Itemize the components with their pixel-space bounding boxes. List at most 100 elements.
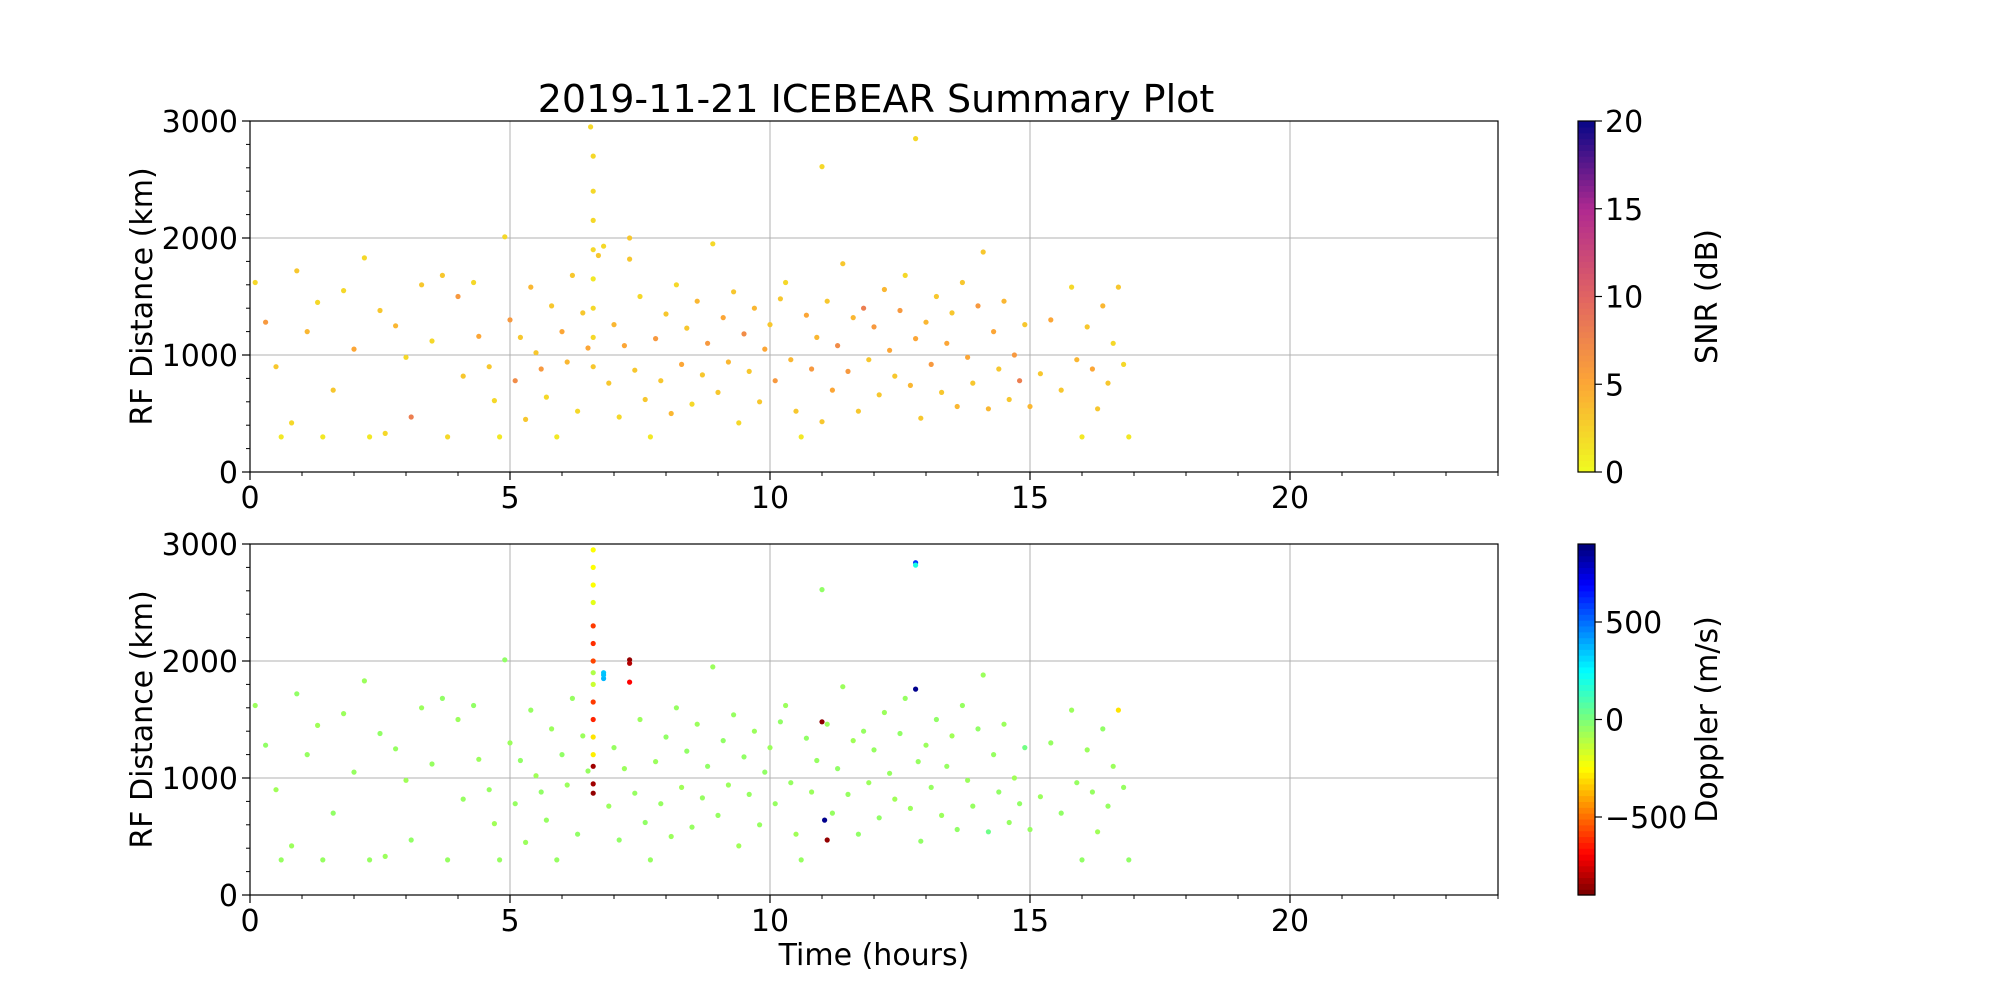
colorbar-segment xyxy=(1578,608,1595,615)
data-point xyxy=(543,817,550,823)
data-point xyxy=(590,582,596,588)
data-point xyxy=(996,789,1002,795)
colorbar-segment xyxy=(1578,249,1595,257)
data-point xyxy=(476,333,482,339)
doppler-colorbar: −500 0 500 Doppler (m/s) xyxy=(1577,543,1725,896)
colorbar-segment xyxy=(1578,202,1595,210)
colorbar-segment xyxy=(1578,789,1595,797)
data-point xyxy=(601,243,607,249)
data-point xyxy=(533,773,539,779)
data-point xyxy=(559,329,565,335)
data-point xyxy=(1095,406,1101,412)
colorbar-segment xyxy=(1578,818,1595,826)
data-point xyxy=(512,378,518,384)
data-point xyxy=(528,707,534,713)
data-point xyxy=(944,763,950,769)
colorbar-segment xyxy=(1578,191,1595,198)
x-tick-label: 20 xyxy=(1271,481,1309,516)
data-point xyxy=(471,702,477,709)
colorbar-label: Doppler (m/s) xyxy=(1690,616,1725,823)
data-point xyxy=(460,796,466,802)
y-tick-label: 3000 xyxy=(162,105,238,140)
data-point xyxy=(549,726,555,732)
colorbar-segment xyxy=(1578,314,1595,321)
colorbar-tick-label: 5 xyxy=(1605,368,1624,403)
data-point xyxy=(1110,763,1116,769)
x-tick-label: 20 xyxy=(1271,904,1309,939)
data-point xyxy=(731,712,737,718)
y-tick-label: 0 xyxy=(219,879,238,914)
x-tick-label: 0 xyxy=(240,481,259,516)
data-point xyxy=(408,837,414,843)
colorbar-segment xyxy=(1578,760,1595,767)
data-point xyxy=(679,784,685,791)
data-point xyxy=(315,299,321,305)
data-point xyxy=(491,398,497,404)
data-point xyxy=(897,730,903,737)
colorbar-segment xyxy=(1578,372,1595,379)
data-point xyxy=(845,368,851,374)
data-point xyxy=(476,756,482,762)
colorbar-segment xyxy=(1578,684,1595,691)
data-point xyxy=(772,801,778,807)
colorbar-segment xyxy=(1578,848,1595,855)
colorbar-segment xyxy=(1578,579,1595,586)
colorbar-segment xyxy=(1578,830,1595,838)
data-point xyxy=(606,380,612,386)
data-point xyxy=(684,748,690,754)
data-point xyxy=(887,347,893,353)
data-point xyxy=(694,298,700,304)
data-point xyxy=(460,373,466,379)
data-point xyxy=(772,378,778,384)
figure-title: 2019-11-21 ICEBEAR Summary Plot xyxy=(538,77,1215,121)
colorbar-segment xyxy=(1578,690,1595,697)
data-point xyxy=(1037,371,1043,377)
data-point xyxy=(933,293,940,300)
data-point xyxy=(611,745,617,751)
colorbar-segment xyxy=(1578,296,1595,303)
colorbar-segment xyxy=(1578,754,1595,762)
data-point xyxy=(840,261,846,267)
data-point xyxy=(304,329,310,335)
colorbar-segment xyxy=(1578,655,1595,662)
colorbar-segment xyxy=(1578,167,1595,175)
data-point xyxy=(803,735,810,741)
data-point xyxy=(512,801,518,807)
data-point xyxy=(980,672,986,678)
data-point xyxy=(580,310,586,316)
colorbar-segment xyxy=(1578,278,1595,286)
data-point xyxy=(263,319,269,325)
data-point xyxy=(959,279,966,286)
data-point xyxy=(1022,745,1028,751)
data-point xyxy=(954,826,960,833)
colorbar-segment xyxy=(1578,436,1595,444)
data-point xyxy=(1074,780,1080,786)
data-point xyxy=(1048,740,1054,746)
data-point xyxy=(1105,803,1111,809)
data-point xyxy=(533,350,539,356)
data-point xyxy=(991,752,997,758)
data-point xyxy=(590,716,596,723)
data-point xyxy=(767,322,773,328)
data-point xyxy=(263,742,269,748)
x-tick-label: 0 xyxy=(240,904,259,939)
data-point xyxy=(897,307,903,314)
data-point xyxy=(762,346,768,352)
data-point xyxy=(1121,361,1127,367)
colorbar-segment xyxy=(1578,544,1595,551)
data-point xyxy=(684,325,690,331)
data-point xyxy=(819,719,825,725)
data-point xyxy=(913,562,919,568)
data-point xyxy=(798,857,804,863)
data-point xyxy=(627,679,633,685)
data-point xyxy=(736,420,742,426)
colorbar-segment xyxy=(1578,701,1595,709)
colorbar-segment xyxy=(1578,801,1595,808)
colorbar-segment xyxy=(1578,614,1595,621)
data-point xyxy=(588,124,594,130)
colorbar-segment xyxy=(1578,150,1595,157)
data-point xyxy=(502,234,508,240)
data-point xyxy=(819,587,825,593)
colorbar-segment xyxy=(1578,719,1595,726)
data-point xyxy=(699,372,706,378)
